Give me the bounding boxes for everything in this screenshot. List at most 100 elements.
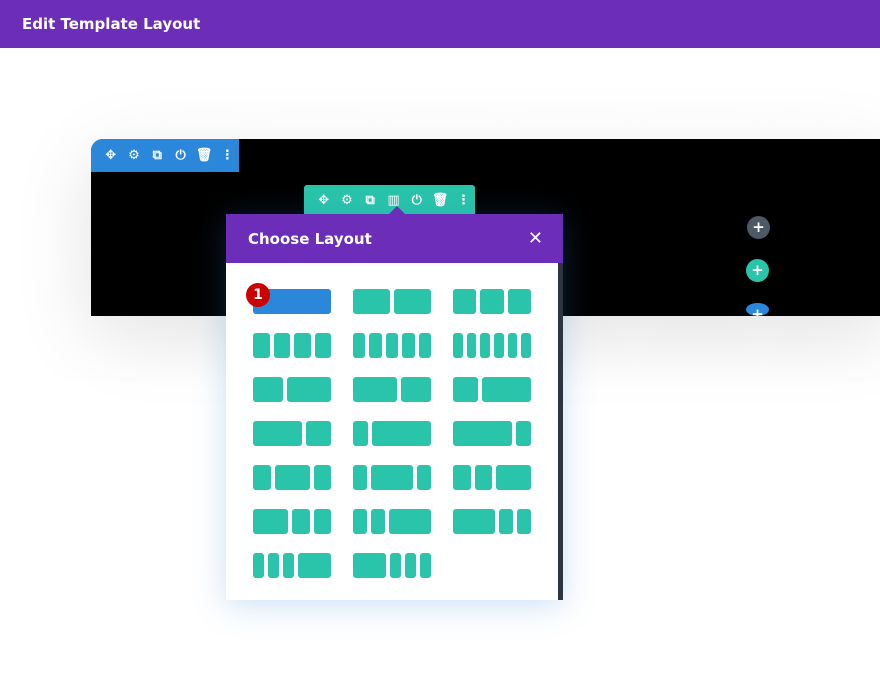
gear-icon[interactable]: ⚙ xyxy=(341,192,353,208)
close-icon[interactable]: ✕ xyxy=(527,228,543,249)
more-icon[interactable]: ⋮ xyxy=(456,192,470,208)
layout-option[interactable] xyxy=(353,421,431,446)
layout-column xyxy=(371,509,385,534)
layout-column xyxy=(313,465,331,490)
layout-column xyxy=(494,333,504,358)
layout-option[interactable] xyxy=(253,377,331,402)
layout-column xyxy=(517,509,531,534)
layout-column xyxy=(453,509,495,534)
modal-title: Choose Layout xyxy=(248,229,372,248)
layout-option[interactable] xyxy=(253,553,331,578)
layout-column xyxy=(453,421,513,446)
layout-column xyxy=(499,509,513,534)
layout-option[interactable] xyxy=(253,333,331,358)
row-toolbar: ✥ ⚙ ⧉ ▥ ⏻ 🗑 ⋮ xyxy=(304,185,475,215)
layout-column xyxy=(507,333,518,358)
layout-column xyxy=(405,553,416,578)
layout-column xyxy=(283,553,294,578)
layout-option[interactable] xyxy=(353,553,431,578)
add-row-button[interactable]: + xyxy=(746,259,769,282)
add-section-button[interactable]: + xyxy=(746,303,769,316)
layout-column xyxy=(420,553,431,578)
layout-column xyxy=(353,421,368,446)
trash-icon[interactable]: 🗑 xyxy=(431,192,449,208)
layout-option[interactable] xyxy=(353,289,431,314)
layout-column xyxy=(496,465,531,490)
layout-column xyxy=(480,289,504,314)
modal-header: Choose Layout ✕ xyxy=(226,214,563,263)
layout-option[interactable] xyxy=(453,377,531,402)
section-toolbar: ✥ ⚙ ⧉ ⏻ 🗑 ⋮ xyxy=(91,139,239,172)
layout-option[interactable] xyxy=(453,421,531,446)
layout-option[interactable] xyxy=(353,509,431,534)
layout-column xyxy=(353,333,366,358)
columns-icon[interactable]: ▥ xyxy=(387,192,400,208)
layout-option[interactable] xyxy=(453,333,532,358)
layout-column xyxy=(253,553,264,578)
layout-column xyxy=(353,377,398,402)
choose-layout-modal: Choose Layout ✕ xyxy=(226,206,563,600)
layout-column xyxy=(466,333,477,358)
layout-option[interactable] xyxy=(253,465,331,490)
layout-option[interactable] xyxy=(453,509,531,534)
modal-pointer xyxy=(388,206,406,215)
layout-column xyxy=(253,377,283,402)
layout-option[interactable] xyxy=(353,465,431,490)
page-title: Edit Template Layout xyxy=(22,15,201,33)
top-bar: Edit Template Layout xyxy=(0,0,880,48)
add-module-button[interactable]: + xyxy=(747,216,770,239)
layout-column xyxy=(298,553,331,578)
trash-icon[interactable]: 🗑 xyxy=(195,148,213,163)
layout-column xyxy=(481,377,531,402)
move-icon[interactable]: ✥ xyxy=(318,192,330,208)
layout-column xyxy=(313,509,331,534)
layout-column xyxy=(353,289,390,314)
step-badge: 1 xyxy=(246,283,270,307)
layout-column xyxy=(453,377,478,402)
layout-column xyxy=(418,333,432,358)
layout-option[interactable] xyxy=(453,289,531,314)
layout-column xyxy=(371,421,431,446)
duplicate-icon[interactable]: ⧉ xyxy=(152,148,162,163)
layout-column xyxy=(390,553,401,578)
layout-column xyxy=(268,553,279,578)
layout-column xyxy=(474,465,492,490)
layout-option[interactable] xyxy=(253,421,331,446)
layout-column xyxy=(253,465,271,490)
power-icon[interactable]: ⏻ xyxy=(175,148,186,163)
layout-column xyxy=(353,509,367,534)
duplicate-icon[interactable]: ⧉ xyxy=(365,192,375,208)
layout-column xyxy=(453,289,477,314)
layout-column xyxy=(453,333,463,358)
gear-icon[interactable]: ⚙ xyxy=(128,148,140,163)
layout-column xyxy=(417,465,431,490)
layout-option[interactable] xyxy=(353,377,431,402)
layout-column xyxy=(353,553,386,578)
layout-column xyxy=(274,465,310,490)
layout-column xyxy=(314,333,331,358)
layout-column xyxy=(306,421,331,446)
layout-column xyxy=(453,465,471,490)
layout-option[interactable] xyxy=(453,465,531,490)
layout-column xyxy=(480,333,491,358)
scrollbar[interactable] xyxy=(558,263,563,600)
more-icon[interactable]: ⋮ xyxy=(220,148,234,163)
layout-column xyxy=(292,509,310,534)
layout-option[interactable] xyxy=(353,333,432,358)
layout-column xyxy=(516,421,531,446)
layout-column xyxy=(353,465,367,490)
layout-column xyxy=(294,333,311,358)
power-icon[interactable]: ⏻ xyxy=(411,192,422,208)
layout-column xyxy=(369,333,382,358)
move-icon[interactable]: ✥ xyxy=(105,148,117,163)
layout-column xyxy=(402,333,415,358)
layout-column xyxy=(286,377,331,402)
layout-column xyxy=(253,421,303,446)
layout-column xyxy=(385,333,399,358)
layout-column xyxy=(253,509,288,534)
layout-column xyxy=(371,465,413,490)
layout-grid xyxy=(253,289,532,578)
layout-column xyxy=(253,333,270,358)
layout-column xyxy=(521,333,532,358)
layout-option[interactable] xyxy=(253,509,331,534)
